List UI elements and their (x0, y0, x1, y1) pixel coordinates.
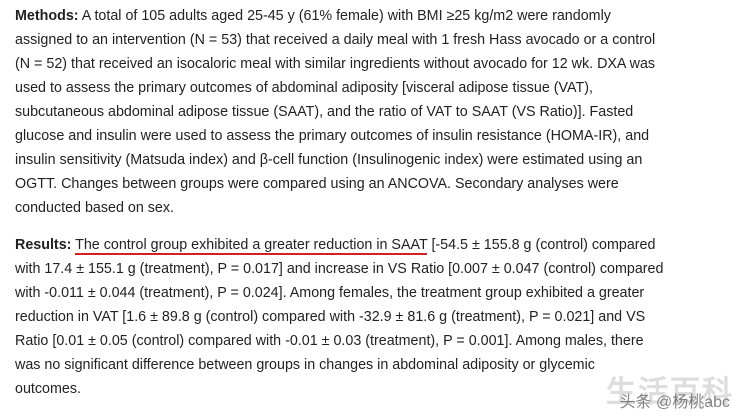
text-line: Results: The control group exhibited a g… (15, 235, 655, 255)
text-line: glucose and insulin were used to assess … (15, 126, 649, 146)
text-line: subcutaneous abdominal adipose tissue (S… (15, 102, 633, 122)
line-text: assigned to an intervention (N = 53) tha… (15, 32, 656, 48)
highlighted-text: The control group exhibited a greater re… (75, 237, 428, 255)
line-text: with 17.4 ± 155.1 g (treatment), P = 0.0… (15, 261, 664, 277)
line-text: with -0.011 ± 0.044 (treatment), P = 0.0… (15, 285, 645, 301)
text-line: used to assess the primary outcomes of a… (15, 78, 593, 98)
line-text: conducted based on sex. (15, 200, 174, 216)
line-text: subcutaneous abdominal adipose tissue (S… (15, 104, 634, 120)
text-line: Methods: A total of 105 adults aged 25-4… (15, 6, 611, 26)
line-text: (N = 52) that received an isocaloric mea… (15, 56, 656, 72)
line-text: glucose and insulin were used to assess … (15, 128, 650, 144)
line-text: OGTT. Changes between groups were compar… (15, 176, 619, 192)
text-line: Ratio [0.01 ± 0.05 (control) compared wi… (15, 331, 644, 351)
line-text: outcomes. (15, 381, 81, 397)
line-text: used to assess the primary outcomes of a… (15, 80, 593, 96)
text-line: OGTT. Changes between groups were compar… (15, 174, 619, 194)
line-text: A total of 105 adults aged 25-45 y (61% … (81, 8, 611, 24)
line-text: was no significant difference between gr… (15, 357, 595, 373)
watermark-handle: 头条 @杨桃abc (619, 394, 731, 411)
text-line: (N = 52) that received an isocaloric mea… (15, 54, 655, 74)
line-text: reduction in VAT [1.6 ± 89.8 g (control)… (15, 309, 646, 325)
line-text: Ratio [0.01 ± 0.05 (control) compared wi… (15, 333, 644, 349)
text-line: with -0.011 ± 0.044 (treatment), P = 0.0… (15, 283, 644, 303)
text-line: was no significant difference between gr… (15, 355, 595, 375)
text-line: assigned to an intervention (N = 53) tha… (15, 30, 655, 50)
line-text: insulin sensitivity (Matsuda index) and … (15, 152, 643, 168)
text-line: conducted based on sex. (15, 198, 174, 218)
section-label: Results: (15, 237, 72, 253)
text-line: outcomes. (15, 379, 81, 399)
text-line: with 17.4 ± 155.1 g (treatment), P = 0.0… (15, 259, 663, 279)
text-line: reduction in VAT [1.6 ± 89.8 g (control)… (15, 307, 645, 327)
text-line: insulin sensitivity (Matsuda index) and … (15, 150, 642, 170)
section-label: Methods: (15, 8, 79, 24)
line-text: [-54.5 ± 155.8 g (control) compared (431, 237, 656, 253)
watermark-brand: 生活百科 (606, 376, 734, 409)
